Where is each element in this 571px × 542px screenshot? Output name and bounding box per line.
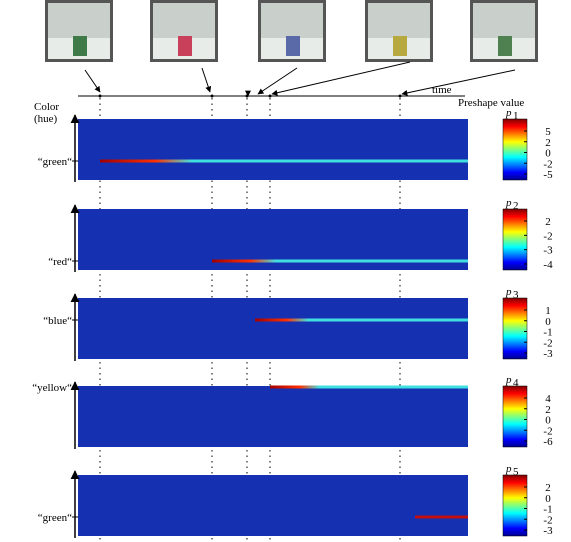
colorbar-tick-label: -3 [543, 525, 553, 537]
heatmap [78, 298, 468, 359]
colorbar-tick-label: 2 [545, 216, 551, 228]
arrow [258, 68, 297, 94]
activation-trace [255, 319, 468, 322]
colorbar [503, 475, 527, 536]
colorbar-param: p [505, 374, 512, 386]
colorbar-param-index: 1 [513, 110, 519, 122]
panel-label: “yellow“ [32, 382, 72, 394]
colorbar-param-index: 2 [513, 200, 519, 212]
colorbar-tick-label: -2 [543, 230, 552, 242]
colorbar [503, 386, 527, 447]
panel-label: “green“ [38, 512, 72, 524]
heatmap [78, 475, 468, 536]
colorbar-tick-label: -4 [543, 259, 553, 271]
colorbar-param: p [505, 197, 512, 209]
colorbar-tick-label: -3 [543, 245, 553, 257]
colorbar-tick-label: -5 [543, 169, 553, 181]
panel-label: “red“ [48, 256, 72, 268]
photo-object [178, 36, 192, 56]
colorbar-param: p [505, 463, 512, 475]
arrow [85, 70, 100, 92]
photo-object [498, 36, 512, 56]
activation-trace [415, 516, 468, 519]
photo-object [393, 36, 407, 56]
arrow [272, 62, 410, 94]
panel-label: “green“ [38, 156, 72, 168]
colorbar-tick-label: -6 [543, 436, 553, 448]
colorbar-tick-label: -3 [543, 348, 553, 360]
activation-trace [100, 160, 468, 163]
colorbar-title: Preshape value [458, 97, 524, 109]
axis-label: (hue) [34, 113, 58, 125]
activation-trace [212, 260, 468, 263]
colorbar-param-index: 5 [513, 466, 519, 478]
arrow [402, 70, 515, 94]
colorbar-param: p [505, 286, 512, 298]
panel-label: “blue“ [43, 315, 72, 327]
colorbar-param: p [505, 107, 512, 119]
time-label: time [432, 84, 452, 96]
colorbar [503, 209, 527, 270]
photo-object [73, 36, 87, 56]
heatmap [78, 386, 468, 447]
photo-object [286, 36, 300, 56]
colorbar [503, 298, 527, 359]
heatmap [78, 119, 468, 180]
axis-label: Color [34, 101, 59, 113]
colorbar-param-index: 3 [513, 289, 519, 301]
colorbar-param-index: 4 [513, 377, 519, 389]
colorbar [503, 119, 527, 180]
photos [45, 0, 538, 98]
arrow [202, 68, 210, 92]
figure: time Color (hue) Preshape value “green“ p… [0, 0, 571, 542]
activation-trace [270, 386, 468, 389]
